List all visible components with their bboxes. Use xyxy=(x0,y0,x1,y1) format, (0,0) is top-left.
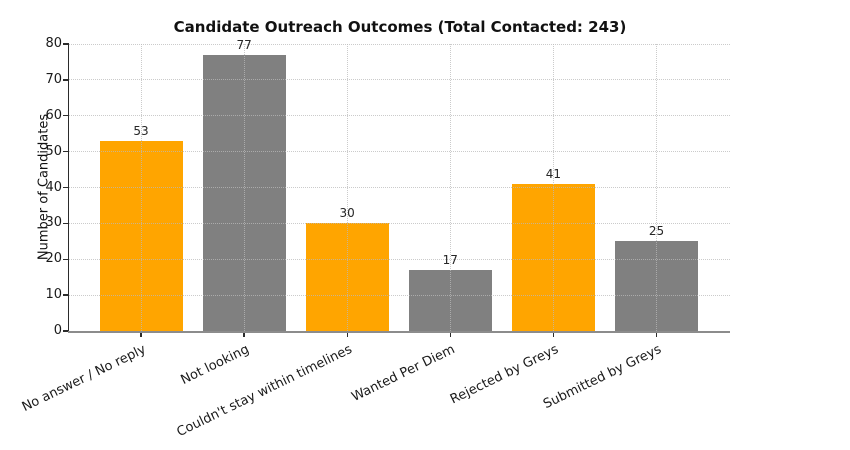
x-tick-mark xyxy=(140,333,142,338)
x-tick-mark xyxy=(655,333,658,338)
chart-title: Candidate Outreach Outcomes (Total Conta… xyxy=(173,18,627,36)
gridline-horizontal xyxy=(69,187,730,188)
x-axis-spine xyxy=(67,331,730,334)
gridline-vertical xyxy=(346,44,348,331)
x-tick-mark xyxy=(449,333,451,338)
y-tick-label: 20 xyxy=(45,251,62,267)
y-tick-label: 30 xyxy=(45,215,62,231)
gridline-vertical xyxy=(552,44,554,331)
y-tick-label: 70 xyxy=(45,71,62,87)
x-tick-label-wanted-per-diem: Wanted Per Diem xyxy=(349,342,458,405)
gridline-vertical xyxy=(449,44,451,331)
gridline-horizontal xyxy=(69,43,730,45)
y-tick-mark xyxy=(62,115,69,117)
gridline-vertical xyxy=(140,44,142,331)
x-tick-mark xyxy=(552,333,555,338)
gridline-vertical xyxy=(656,44,657,331)
gridline-vertical xyxy=(243,44,245,331)
y-tick-mark xyxy=(62,222,69,225)
y-tick-label: 40 xyxy=(45,179,62,195)
x-tick-mark xyxy=(346,333,348,338)
bar-value-label: 25 xyxy=(648,224,665,239)
bar-value-label: 53 xyxy=(133,123,149,138)
y-tick-mark xyxy=(62,79,69,81)
bar-value-label: 30 xyxy=(339,206,355,221)
x-tick-label-couldn-t-stay-within-timelines: Couldn't stay within timelines xyxy=(174,342,355,441)
gridline-horizontal xyxy=(69,222,730,224)
y-tick-label: 0 xyxy=(53,323,62,338)
y-tick-label: 60 xyxy=(45,107,62,123)
gridline-horizontal xyxy=(69,115,730,117)
gridline-horizontal xyxy=(69,79,730,81)
gridline-horizontal xyxy=(69,258,730,260)
bar-value-label: 77 xyxy=(236,37,252,52)
gridline-horizontal xyxy=(69,151,730,153)
bar-value-label: 17 xyxy=(442,253,458,268)
y-tick-label: 50 xyxy=(45,143,62,159)
y-tick-label: 80 xyxy=(45,36,62,51)
y-tick-mark xyxy=(62,330,69,332)
y-tick-mark xyxy=(62,294,69,296)
gridline-horizontal xyxy=(69,294,730,296)
y-tick-label: 10 xyxy=(45,287,62,303)
x-tick-label-not-looking: Not looking xyxy=(178,342,252,388)
y-tick-mark xyxy=(62,150,69,153)
x-tick-mark xyxy=(243,333,245,338)
y-tick-mark xyxy=(62,186,69,189)
bar-value-label: 41 xyxy=(545,166,562,181)
y-axis-spine xyxy=(67,44,69,333)
x-tick-label-no-answer-no-reply: No answer / No reply xyxy=(19,342,149,416)
plot-area: 53 77 30 17 41 25 xyxy=(67,38,730,334)
y-tick-mark xyxy=(62,258,69,260)
y-tick-mark xyxy=(62,43,69,45)
